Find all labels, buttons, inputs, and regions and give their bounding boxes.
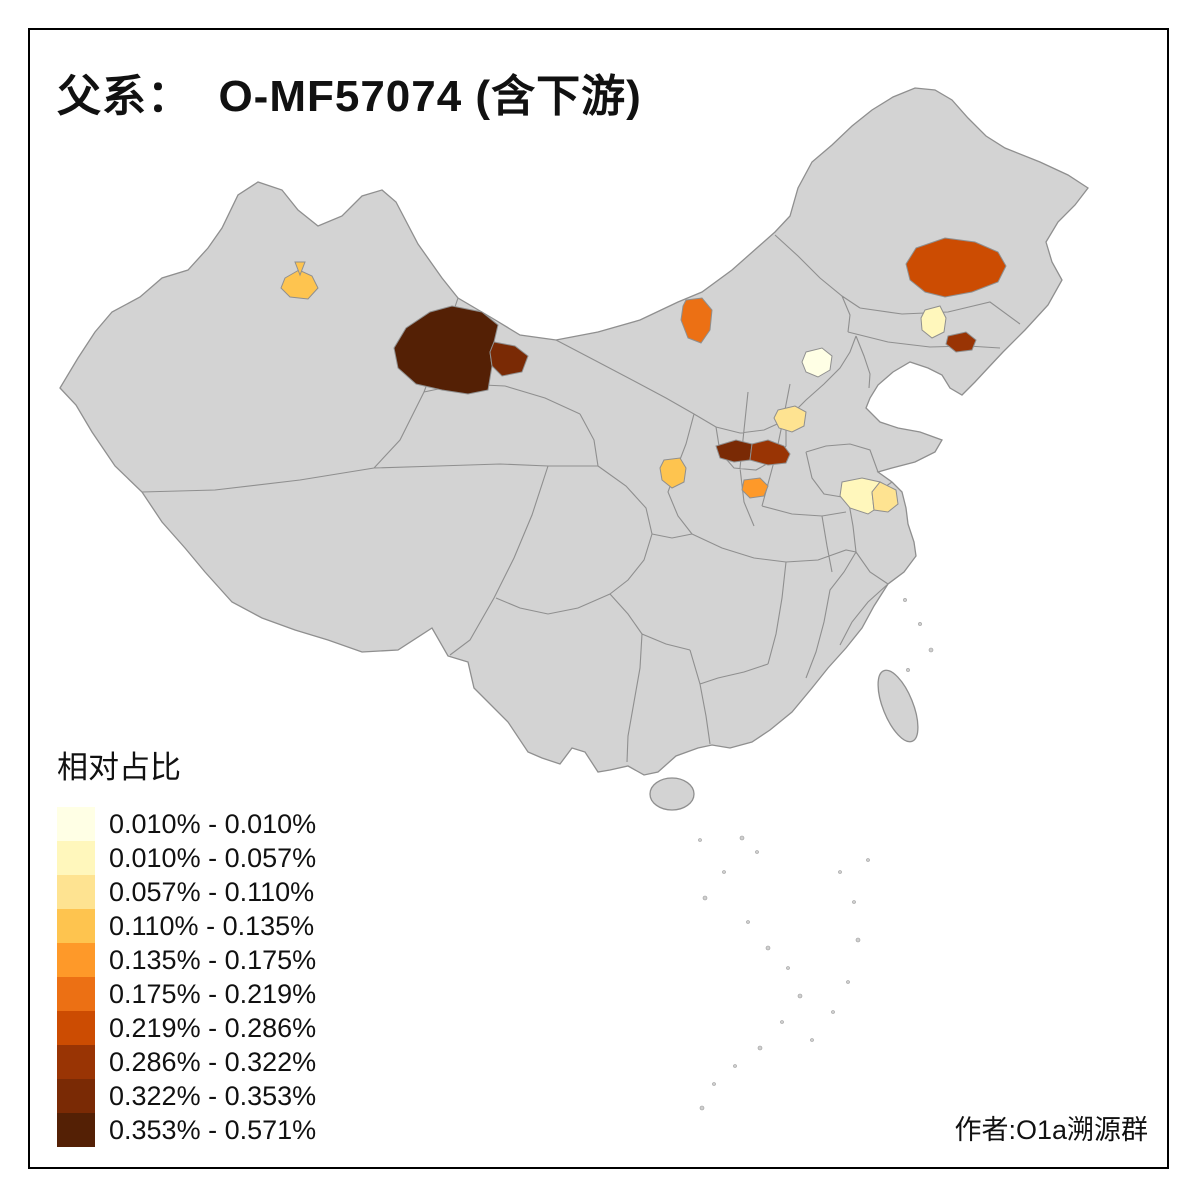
legend-swatch xyxy=(57,1011,95,1045)
region-ningxia-east xyxy=(749,439,791,466)
legend-item: 0.010% - 0.010% xyxy=(57,807,316,841)
legend-swatch xyxy=(57,1079,95,1113)
legend-item: 0.175% - 0.219% xyxy=(57,977,316,1011)
region-western-inner-mongolia xyxy=(680,297,713,344)
legend-label: 0.219% - 0.286% xyxy=(109,1013,317,1043)
legend-swatch xyxy=(57,841,95,875)
legend-item: 0.322% - 0.353% xyxy=(57,1079,316,1113)
legend-label: 0.353% - 0.571% xyxy=(109,1115,317,1145)
legend-label: 0.057% - 0.110% xyxy=(109,877,315,907)
legend-swatch xyxy=(57,909,95,943)
legend-title: 相对占比 xyxy=(57,750,181,785)
legend-swatch xyxy=(57,1045,95,1079)
page-title: 父系： O-MF57074 (含下游) xyxy=(57,72,642,121)
legend-item: 0.135% - 0.175% xyxy=(57,943,316,977)
hainan-island xyxy=(649,777,695,811)
legend-label: 0.010% - 0.010% xyxy=(109,809,317,839)
credit: 作者:O1a溯源群 xyxy=(954,1115,1148,1145)
legend-item: 0.286% - 0.322% xyxy=(57,1045,316,1079)
legend-item: 0.219% - 0.286% xyxy=(57,1011,316,1045)
legend-swatch xyxy=(57,943,95,977)
small-islands xyxy=(698,598,934,1111)
legend-swatch xyxy=(57,875,95,909)
region-western-shaanxi xyxy=(741,477,769,499)
legend-item: 0.353% - 0.571% xyxy=(57,1113,316,1147)
region-beijing-area xyxy=(801,347,833,378)
taiwan-island xyxy=(877,669,919,743)
legend-swatch xyxy=(57,1113,95,1147)
legend-label: 0.135% - 0.175% xyxy=(109,945,317,975)
legend-label: 0.110% - 0.135% xyxy=(109,911,315,941)
legend-label: 0.010% - 0.057% xyxy=(109,843,317,873)
legend-swatch xyxy=(57,977,95,1011)
region-northern-xinjiang-small xyxy=(294,261,306,277)
legend-label: 0.322% - 0.353% xyxy=(109,1081,317,1111)
highlighted-regions xyxy=(280,237,1007,515)
region-central-jilin-small xyxy=(920,305,947,339)
region-central-hebei xyxy=(773,405,807,433)
legend-item: 0.057% - 0.110% xyxy=(57,875,316,909)
legend-label: 0.286% - 0.322% xyxy=(109,1047,317,1077)
legend-item: 0.010% - 0.057% xyxy=(57,841,316,875)
region-central-jiangsu-east xyxy=(871,481,899,513)
mainland-outline xyxy=(59,87,1089,776)
region-northwest-gansu-east xyxy=(489,341,529,377)
region-southeastern-gansu xyxy=(659,457,687,489)
region-western-liaoning xyxy=(945,331,977,353)
region-central-jilin-large xyxy=(905,237,1007,298)
legend-label: 0.175% - 0.219% xyxy=(109,979,317,1009)
legend-swatch xyxy=(57,807,95,841)
region-northwest-gansu-large xyxy=(393,305,499,395)
legend: 相对占比 0.010% - 0.010% 0.010% - 0.057% 0.0… xyxy=(57,742,316,1147)
legend-item: 0.110% - 0.135% xyxy=(57,909,316,943)
